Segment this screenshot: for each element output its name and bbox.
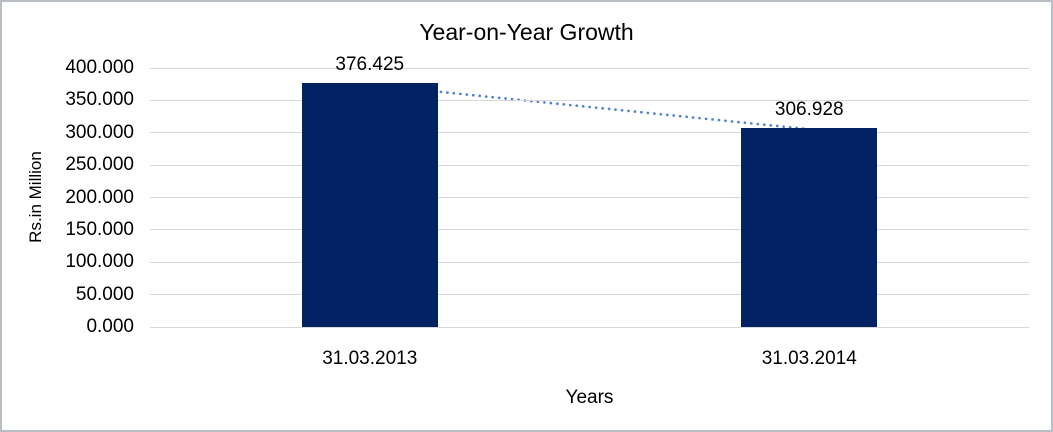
bar-data-label: 376.425 [335, 54, 405, 76]
x-category-label: 31.03.2013 [322, 348, 418, 369]
bar [741, 128, 878, 327]
y-tick-label: 50.000 [75, 283, 134, 305]
gridline [150, 294, 1029, 296]
y-tick-label: 100.000 [65, 251, 134, 273]
x-category-label: 31.03.2014 [761, 348, 857, 369]
y-tick-label: 400.000 [65, 57, 134, 78]
y-tick-label: 350.000 [65, 89, 134, 111]
y-tick-label: 250.000 [65, 154, 134, 176]
chart-title: Year-on-Year Growth [419, 19, 634, 45]
bar-data-label: 306.928 [774, 99, 844, 121]
bar [301, 83, 438, 327]
gridline [150, 197, 1029, 198]
y-tick-label: 200.000 [65, 186, 134, 208]
x-axis-title: Years [565, 387, 614, 408]
gridline [150, 132, 1029, 134]
gridline [150, 229, 1029, 231]
gridline [150, 164, 1029, 166]
y-tick-label: 150.000 [65, 218, 134, 240]
gridline [150, 67, 1029, 69]
gridline [150, 261, 1029, 263]
gridline [150, 326, 1029, 328]
gridline [150, 99, 1029, 101]
y-tick-label: 300.000 [65, 121, 134, 143]
y-tick-label: 0.000 [86, 316, 134, 337]
